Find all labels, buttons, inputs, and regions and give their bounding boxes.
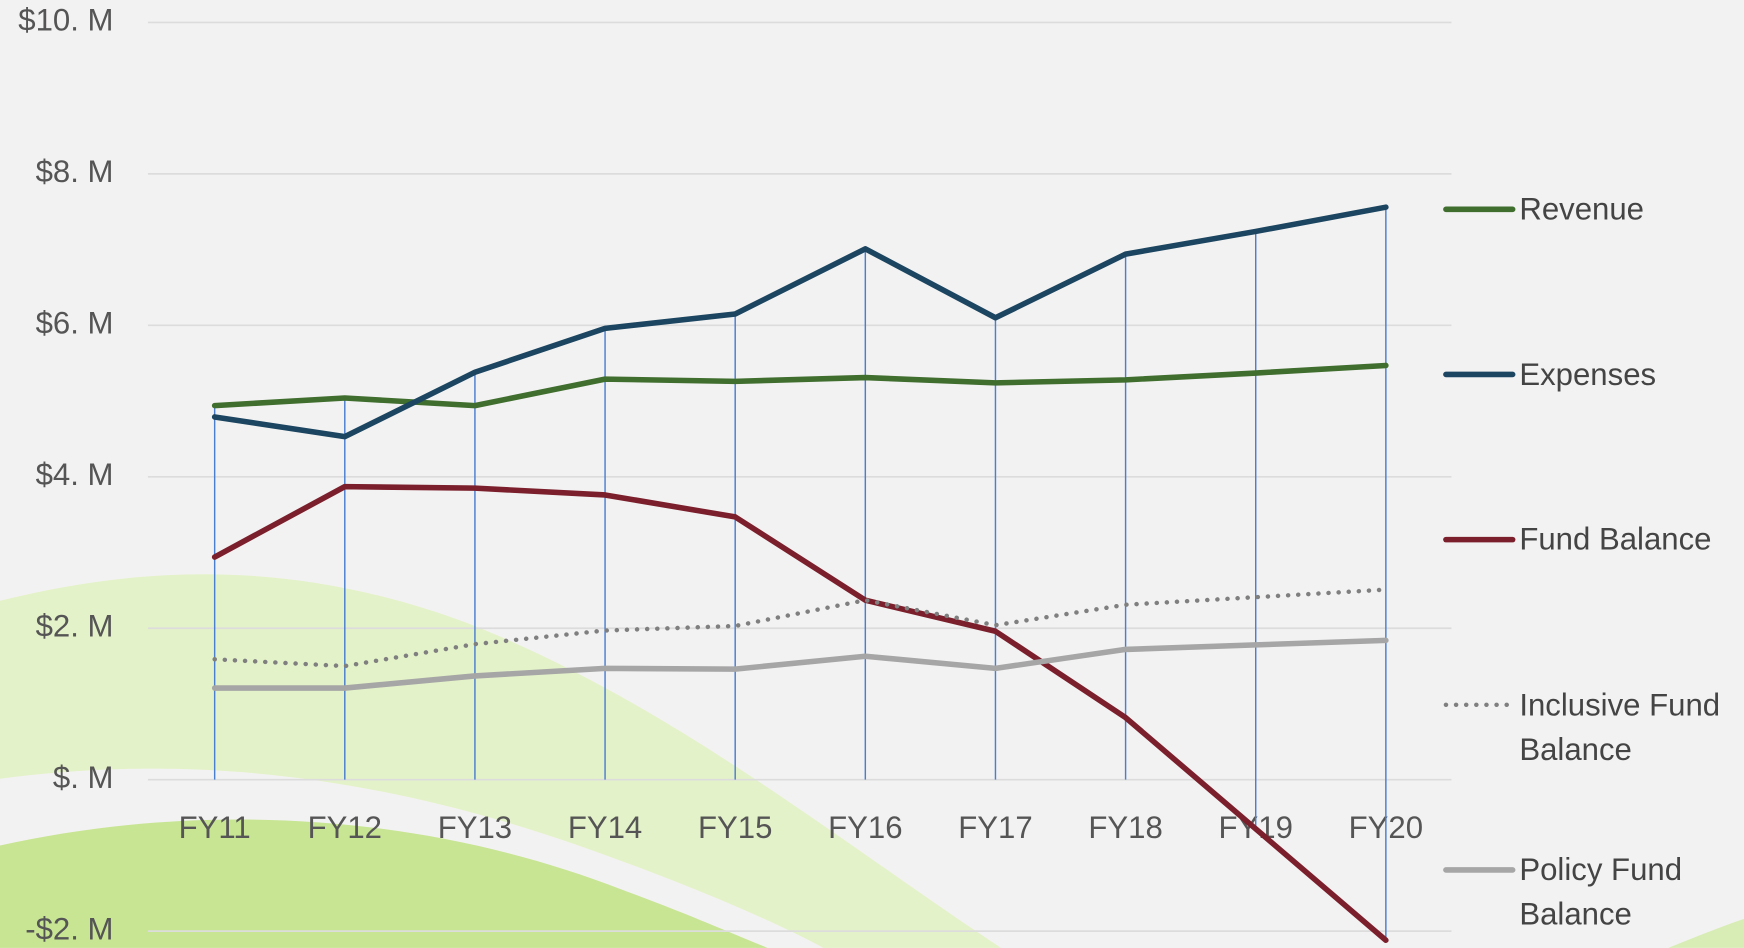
legend-label-box: Fund Balance [1519, 517, 1741, 617]
x-tick-label: FY17 [958, 810, 1032, 845]
x-tick-label: FY13 [438, 810, 512, 845]
series-line [215, 365, 1386, 405]
background-decoration [0, 574, 1744, 948]
x-tick-label: FY15 [698, 810, 772, 845]
y-tick-label: $10. M [18, 3, 113, 38]
legend-label: Inclusive Fund Balance [1519, 683, 1741, 772]
page: {"chart_data": {"type": "line", "categor… [0, 0, 1744, 948]
legend: Revenue Expenses Fund Balance Inclusive Fun… [1446, 187, 1742, 948]
y-tick-label: $6. M [36, 306, 114, 341]
x-tick-label: FY18 [1088, 810, 1162, 845]
legend-label-box: Policy Fund Balance [1519, 848, 1741, 948]
y-tick-label: $2. M [36, 608, 114, 643]
legend-label: Fund Balance [1519, 517, 1741, 561]
legend-label: Policy Fund Balance [1519, 848, 1741, 937]
x-tick-label: FY16 [828, 810, 902, 845]
legend-label-box: Expenses [1519, 352, 1741, 452]
legend-label: Expenses [1519, 352, 1741, 396]
legend-label-box: Revenue [1519, 187, 1741, 287]
y-tick-label: -$2. M [25, 911, 113, 946]
chart: -$2. M $. M $2. M $4. M $6. M $8. M $10. M FY11… [0, 0, 1744, 948]
y-tick-label: $. M [53, 760, 114, 795]
x-tick-label: FY12 [308, 810, 382, 845]
y-tick-label: $4. M [36, 457, 114, 492]
legend-label: Revenue [1519, 187, 1741, 231]
x-tick-label: FY14 [568, 810, 642, 845]
y-tick-label: $8. M [36, 154, 114, 189]
legend-label-box: Inclusive Fund Balance [1519, 683, 1741, 783]
x-tick-label: FY11 [179, 810, 251, 845]
